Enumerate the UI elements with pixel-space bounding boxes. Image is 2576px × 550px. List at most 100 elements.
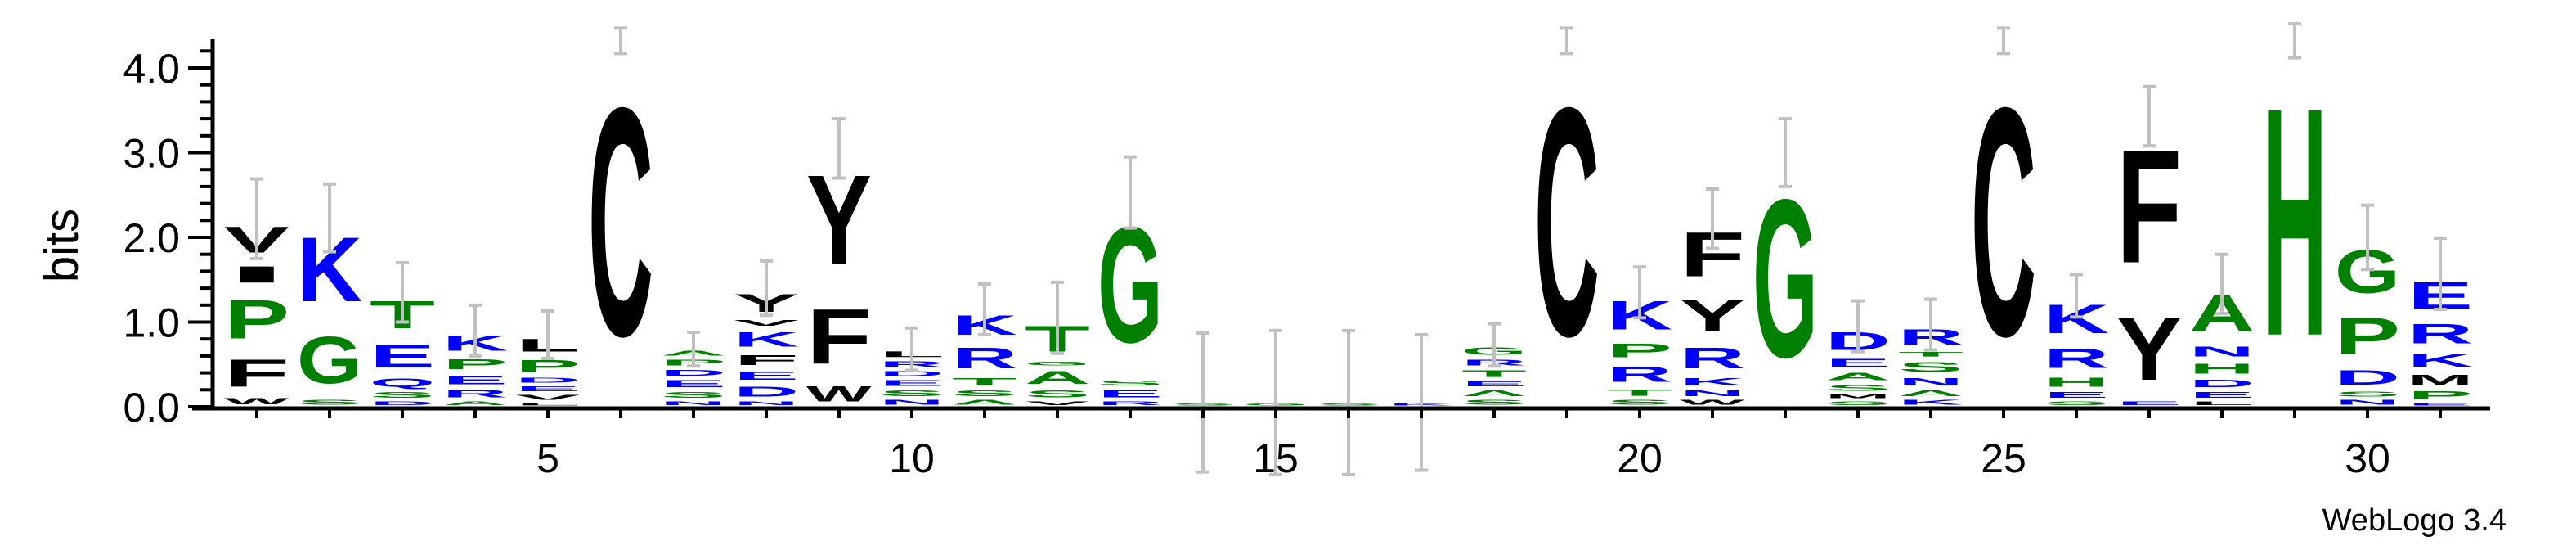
error-bar <box>396 261 409 324</box>
error-bar <box>1342 328 1355 476</box>
logo-letter: S <box>1607 399 1672 406</box>
error-bar <box>832 117 846 180</box>
y-tick-label: 4.0 <box>123 46 180 92</box>
logo-letter: A <box>952 399 1017 406</box>
error-bar <box>541 309 554 361</box>
error-bar <box>2434 237 2447 311</box>
logo-letter: W <box>1680 399 1745 406</box>
logo-letter: G <box>1025 361 1090 367</box>
error-bar <box>687 330 700 368</box>
error-bar <box>1633 265 1646 320</box>
y-tick-label: 2.0 <box>123 215 180 261</box>
logo-column: EYF <box>2116 115 2182 406</box>
logo-letter: F <box>806 293 872 381</box>
logo-letter: S <box>297 399 362 406</box>
logo-column: H <box>2262 39 2327 404</box>
logo-letter: S <box>952 389 1017 398</box>
logo-letter: L <box>2189 400 2255 406</box>
logo-letter: D <box>515 376 581 384</box>
error-bar <box>1488 322 1501 368</box>
logo-letter: P <box>2335 308 2400 366</box>
logo-letter: A <box>1898 389 1963 398</box>
error-bar <box>1706 187 1719 250</box>
error-bar <box>1269 328 1282 476</box>
logo-letter: E <box>1461 381 1527 388</box>
logo-letter: R <box>1097 400 1163 406</box>
logo-letter: P <box>442 357 508 373</box>
logo-letter: S <box>2335 390 2400 398</box>
error-bar <box>2361 203 2374 272</box>
logo-letter: R <box>2408 318 2473 349</box>
logo-letter: R <box>952 342 1017 375</box>
error-bar <box>2143 84 2156 148</box>
logo-letter: P <box>224 288 289 349</box>
logo-column: AREPK <box>442 331 508 407</box>
logo-letter: P <box>2408 389 2473 402</box>
error-bar <box>469 303 482 358</box>
axes: 0.0 1.0 2.0 3.0 4.0 5 10 15 20 25 30 <box>123 39 2490 481</box>
y-axis-label: bits <box>35 209 88 282</box>
error-bar <box>760 259 773 318</box>
error-bar <box>250 177 263 260</box>
logo-letter: F <box>224 351 289 394</box>
error-bar <box>1124 155 1137 230</box>
logo-letter: R <box>1680 342 1745 375</box>
logo-letter: M <box>2408 372 2473 387</box>
logo-letter: R <box>442 388 508 399</box>
x-tick-label: 10 <box>889 435 935 481</box>
logo-letter: S <box>1097 379 1163 386</box>
logo-letter: D <box>370 400 435 406</box>
x-tick-label: 20 <box>1617 435 1663 481</box>
logo-letter: S <box>1025 389 1090 399</box>
logo-letter: A <box>442 400 508 406</box>
logo-letter: K <box>734 328 799 351</box>
logo-letter: N <box>879 399 945 406</box>
logo-letter: P <box>1607 340 1672 362</box>
logo-letter: C <box>1971 39 2036 404</box>
logo-letter: Y <box>2116 300 2182 399</box>
logo-letter: G <box>297 322 362 398</box>
logo-letter: S <box>1461 399 1527 406</box>
footer-credit: WebLogo 3.4 <box>2322 503 2506 538</box>
logo-column: LEDHNA <box>2189 285 2255 407</box>
logo-letter: S <box>1825 384 1891 393</box>
error-bar <box>1196 331 1209 474</box>
logo-letter: W <box>224 396 289 406</box>
logo-letter: C <box>1534 39 1600 404</box>
logo-letter: V <box>515 394 581 401</box>
x-tick-label: 5 <box>536 435 559 481</box>
logo-letter: K <box>1898 399 1963 406</box>
logo-letter: T <box>1607 388 1672 398</box>
error-bars <box>250 22 2447 476</box>
logo-letter: E <box>2044 390 2109 399</box>
logo-letter: V <box>734 318 799 327</box>
logo-letter: E <box>1825 357 1891 370</box>
y-tick-label: 1.0 <box>123 300 180 346</box>
error-bar <box>1560 26 1573 56</box>
logo-letter: E <box>2189 390 2255 399</box>
logo-letter: E <box>1097 388 1163 399</box>
logo-column: C <box>588 39 653 404</box>
x-tick-label: 15 <box>1253 435 1299 481</box>
logo-letter: N <box>2189 344 2255 360</box>
logo-letter: A <box>1825 371 1891 382</box>
error-bar <box>978 282 991 337</box>
error-bar <box>323 182 336 254</box>
logo-letter: S <box>879 389 945 398</box>
logo-letter: P <box>515 357 581 376</box>
logo-letter: N <box>1898 376 1963 387</box>
error-bar <box>2215 252 2228 316</box>
logo-letter: D <box>2335 367 2400 390</box>
error-bar <box>1851 299 1865 354</box>
y-tick-label: 0.0 <box>123 385 180 431</box>
x-tick-label: 30 <box>2345 435 2390 481</box>
error-bar <box>614 26 627 56</box>
logo-letter: M <box>1825 394 1891 399</box>
logo-letter: T <box>1898 350 1963 358</box>
logo-letter: R <box>2044 343 2109 374</box>
logo-column: C <box>1971 39 2036 404</box>
logo-letter: H <box>2044 375 2109 390</box>
logo-letter: S <box>2044 400 2109 406</box>
logo-letter: D <box>661 368 726 377</box>
